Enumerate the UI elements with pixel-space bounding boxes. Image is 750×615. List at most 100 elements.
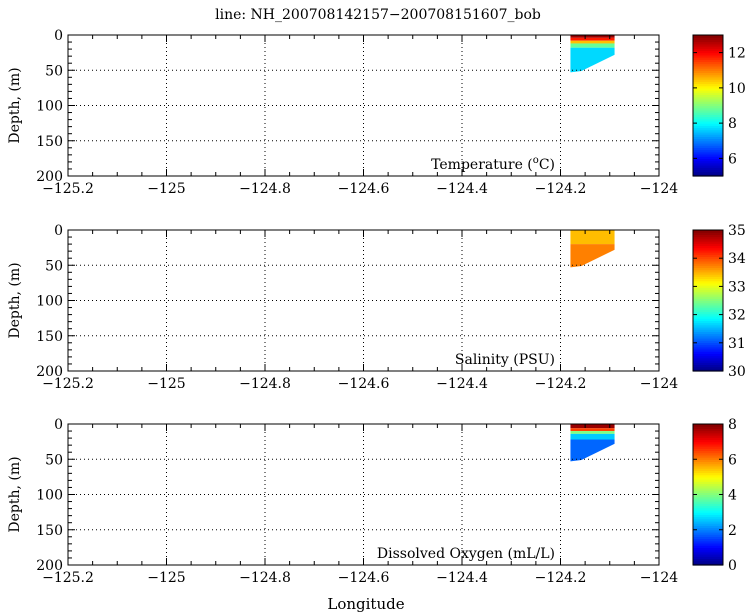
colorbar-swatch <box>693 169 723 173</box>
section-layer-4 <box>570 47 615 73</box>
colorbar-swatch <box>693 479 723 482</box>
colorbar-swatch <box>693 490 723 493</box>
colorbar-swatch <box>693 54 723 58</box>
colorbar-swatch <box>693 167 723 170</box>
colorbar-swatch <box>693 123 723 126</box>
colorbar-swatch <box>693 43 723 47</box>
colorbar-swatch <box>693 331 723 335</box>
colorbar-swatch <box>693 501 723 504</box>
colorbar-swatch <box>693 87 723 91</box>
colorbar-swatch <box>693 472 723 476</box>
colorbar-swatch <box>693 562 723 566</box>
colorbar-swatch <box>693 276 723 280</box>
colorbar-tick-label: 10 <box>728 81 746 97</box>
colorbar-swatch <box>693 68 723 71</box>
colorbar-swatch <box>693 485 723 489</box>
colorbar-swatch <box>693 527 723 531</box>
colorbar-swatch <box>693 258 723 262</box>
colorbar-swatch <box>693 112 723 115</box>
colorbar-swatch <box>693 35 723 38</box>
colorbar-tick-label: 12 <box>728 46 746 62</box>
colorbar-swatch <box>693 505 723 509</box>
colorbar-swatch <box>693 79 723 82</box>
colorbar-swatch <box>693 463 723 467</box>
colorbar-swatch <box>693 265 723 269</box>
colorbar-swatch <box>693 83 723 87</box>
colorbar-swatch <box>693 52 723 56</box>
x-tick-label: −124 <box>640 570 679 586</box>
colorbar-swatch <box>693 96 723 100</box>
colorbar-swatch <box>693 298 723 302</box>
x-tick-label: −124.2 <box>535 570 587 586</box>
colorbar-swatch <box>693 39 723 43</box>
colorbar-swatch <box>693 304 723 308</box>
colorbar: 0 2 4 6 8 <box>692 417 737 574</box>
section-layer-1 <box>570 428 615 432</box>
colorbar-swatch <box>693 435 723 438</box>
y-tick-label: 0 <box>54 223 63 239</box>
colorbar-swatch <box>693 340 723 343</box>
colorbar-swatch <box>693 274 723 277</box>
colorbar-swatch <box>693 136 723 140</box>
colorbar-swatch <box>693 101 723 104</box>
figure-title: line: NH_200708142157−200708151607_bob <box>215 7 541 23</box>
colorbar-swatch <box>693 296 723 299</box>
x-tick-label: −124.4 <box>436 376 488 392</box>
axis-ticks <box>67 229 660 372</box>
colorbar-swatch <box>693 142 723 146</box>
colorbar-swatch <box>693 134 723 137</box>
colorbar-swatch <box>693 263 723 266</box>
x-tick-label: −124.8 <box>239 376 291 392</box>
colorbar-swatch <box>693 57 723 60</box>
colorbar-swatch <box>693 118 723 122</box>
colorbar-swatch <box>693 362 723 365</box>
x-tick-label: −124.6 <box>338 570 390 586</box>
section-layer-3 <box>570 43 615 48</box>
colorbar-swatch <box>693 437 723 441</box>
x-tick-label: −124.8 <box>239 181 291 197</box>
section-layer-2 <box>570 40 615 44</box>
colorbar-tick-label: 34 <box>728 251 746 267</box>
colorbar-swatch <box>693 368 723 372</box>
colorbar-swatch <box>693 465 723 469</box>
panel-dissolved_oxygen: −125.2 −125 −124.8 −124.6 −124.4 −124.2 −124 0 5… <box>7 417 737 586</box>
colorbar-swatch <box>693 351 723 354</box>
colorbar-swatch <box>693 153 723 157</box>
colorbar: 6 8 10 12 <box>692 34 746 177</box>
colorbar-swatch <box>693 70 723 74</box>
y-tick-label: 50 <box>45 63 63 79</box>
colorbar-swatch <box>693 335 723 339</box>
x-tick-label: −125 <box>147 181 185 197</box>
colorbar-swatch <box>693 145 723 148</box>
x-axis-label: Longitude <box>327 595 404 613</box>
section-data <box>570 424 615 462</box>
x-tick-label: −125 <box>147 570 185 586</box>
colorbar-swatch <box>693 252 723 255</box>
colorbar-swatch <box>693 503 723 507</box>
colorbar-swatch <box>693 426 723 430</box>
colorbar-swatch <box>693 424 723 427</box>
colorbar-swatch <box>693 162 723 166</box>
colorbar-swatch <box>693 315 723 319</box>
colorbar-swatch <box>693 105 723 109</box>
colorbar-swatch <box>693 337 723 341</box>
colorbar-swatch <box>693 158 723 162</box>
colorbar-swatch <box>693 249 723 253</box>
colorbar-tick-label: 8 <box>728 417 737 433</box>
section-layer-0 <box>570 424 615 429</box>
colorbar-swatch <box>693 523 723 526</box>
colorbar-swatch <box>693 90 723 93</box>
colorbar-swatch <box>693 516 723 520</box>
x-tick-label: −124.6 <box>338 376 390 392</box>
y-tick-label: 100 <box>36 99 63 115</box>
colorbar-tick-label: 33 <box>728 279 746 295</box>
colorbar-swatch <box>693 364 723 368</box>
colorbar-swatch <box>693 151 723 155</box>
colorbar-swatch <box>693 65 723 69</box>
colorbar-swatch <box>693 459 723 463</box>
colorbar-swatch <box>693 92 723 96</box>
colorbar-swatch <box>693 483 723 487</box>
colorbar-swatch <box>693 531 723 535</box>
y-tick-label: 50 <box>45 258 63 274</box>
colorbar-swatch <box>693 457 723 460</box>
